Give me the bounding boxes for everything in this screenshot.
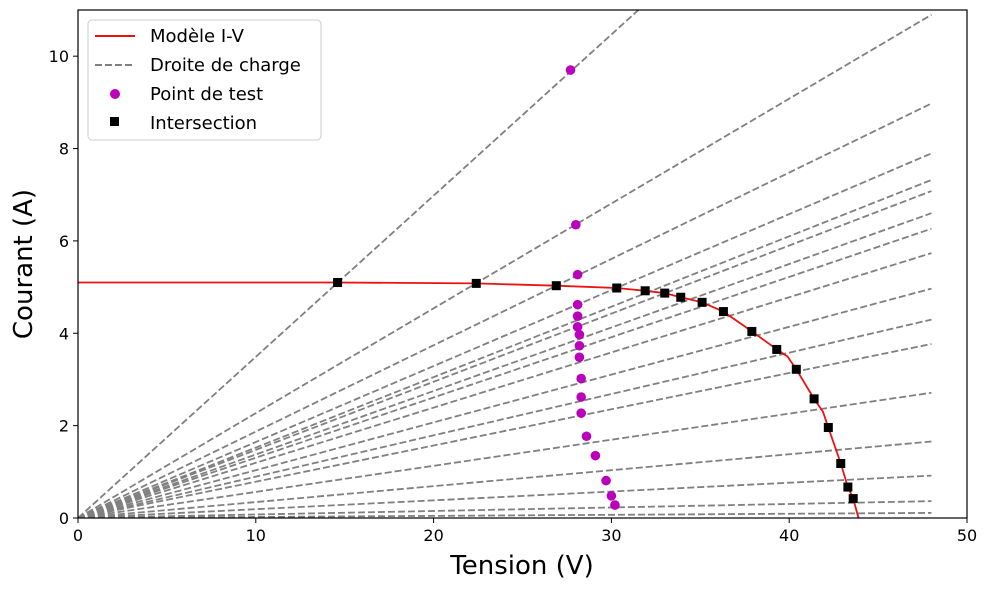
plot-frame (77, 9, 968, 519)
y-tick-label-8: 8 (59, 140, 69, 159)
intersection-point-7 (697, 297, 707, 307)
test-point-12 (581, 431, 592, 442)
intersection-point-13 (823, 422, 833, 432)
load-line-13 (78, 440, 932, 518)
intersection-point-6 (676, 292, 686, 302)
intersection-point-9 (747, 326, 757, 336)
intersection-point-8 (718, 307, 728, 317)
load-lines (78, 10, 932, 518)
test-point-10 (576, 392, 586, 402)
load-line-3 (78, 152, 932, 518)
x-tick-label-30: 30 (601, 526, 621, 545)
y-tick-label-6: 6 (59, 232, 69, 251)
load-line-6 (78, 212, 932, 518)
legend-test-label: Point de test (150, 84, 263, 105)
intersection-point-1 (471, 278, 481, 288)
y-tick-label-0: 0 (59, 509, 69, 528)
y-axis-ticks: 0 2 4 6 8 10 (49, 47, 78, 528)
intersection-point-4 (640, 286, 650, 296)
x-tick-label-20: 20 (423, 526, 443, 545)
load-line-12 (78, 391, 932, 518)
test-point-4 (572, 311, 583, 321)
y-tick-label-4: 4 (59, 324, 69, 343)
load-line-16 (78, 512, 932, 518)
intersection-point-10 (772, 344, 782, 354)
x-tick-label-40: 40 (779, 526, 799, 545)
load-line-14 (78, 474, 932, 518)
test-point-16 (610, 500, 620, 510)
load-line-15 (78, 500, 932, 518)
test-point-5 (572, 322, 583, 332)
x-tick-label-10: 10 (246, 526, 266, 545)
load-line-4 (78, 179, 932, 518)
load-line-11 (78, 343, 932, 518)
load-line-5 (78, 190, 932, 518)
intersection-point-5 (660, 288, 670, 298)
intersection-point-3 (612, 283, 622, 293)
load-line-9 (78, 287, 932, 518)
test-point-15 (606, 491, 617, 501)
y-tick-label-10: 10 (49, 47, 69, 66)
x-tick-label-0: 0 (73, 526, 83, 545)
intersection-point-2 (551, 281, 561, 291)
intersection-point-11 (791, 364, 801, 374)
legend-model-label: Modèle I-V (150, 26, 245, 47)
load-line-8 (78, 252, 932, 518)
test-point-8 (574, 352, 585, 363)
legend: Modèle I-V Droite de charge Point de tes… (87, 19, 322, 141)
test-point-6 (574, 329, 585, 340)
test-point-11 (576, 408, 586, 418)
test-point-0 (565, 65, 576, 75)
test-point-9 (576, 373, 586, 384)
intersection-point-15 (843, 482, 853, 492)
test-point-13 (590, 450, 601, 461)
legend-intersection-swatch (110, 117, 119, 126)
test-point-14 (601, 475, 611, 486)
load-line-2 (78, 102, 932, 518)
y-axis-label: Courant (A) (9, 189, 39, 339)
load-line-10 (78, 318, 932, 518)
x-axis-label: Tension (V) (449, 551, 593, 581)
test-points (565, 65, 620, 510)
load-line-7 (78, 227, 932, 518)
y-tick-label-2: 2 (59, 417, 69, 436)
intersection-point-16 (848, 494, 858, 504)
intersection-point-0 (333, 277, 343, 287)
test-point-3 (572, 299, 583, 310)
test-point-1 (571, 219, 581, 230)
intersection-point-14 (836, 459, 846, 469)
legend-test-swatch (110, 89, 120, 99)
test-point-2 (572, 269, 583, 280)
test-point-7 (574, 340, 585, 351)
legend-box (87, 19, 322, 141)
intersection-point-12 (809, 394, 819, 404)
legend-intersection-label: Intersection (150, 113, 257, 134)
load-line-0 (78, 10, 640, 518)
load-line-1 (78, 14, 932, 518)
x-tick-label-50: 50 (957, 526, 977, 545)
legend-load-label: Droite de charge (150, 55, 301, 76)
intersection-points (333, 277, 858, 504)
x-axis-ticks: 0 10 20 30 40 50 (73, 518, 977, 545)
